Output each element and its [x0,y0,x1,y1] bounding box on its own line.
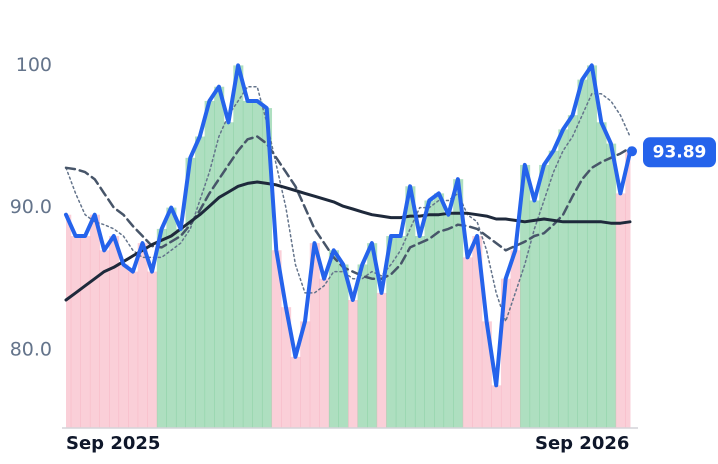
band-column [338,264,349,428]
band-column [434,193,445,428]
x-tick-label: Sep 2025 [66,433,160,454]
band-column [443,214,454,428]
last-point [627,146,637,157]
band-column [405,186,416,428]
band-column [290,356,301,428]
band-column [567,115,578,428]
band-column [118,264,129,428]
band-column [348,300,359,428]
band-column [281,307,292,428]
value-label: 93.89 [653,142,707,162]
series-line [64,135,632,280]
band-column [89,214,100,428]
band-column [548,150,559,429]
band-column [357,264,368,428]
band-column [99,250,110,428]
band-column [70,236,81,428]
band-column [606,143,617,428]
band-column [558,129,569,428]
line-layer [64,63,632,388]
band-column [128,271,139,428]
band-column [328,250,339,428]
band-column [271,250,282,428]
band-column [195,136,206,428]
series-line [64,63,632,388]
band-column [261,108,273,429]
band-column [185,157,196,428]
band-column [529,200,540,428]
band-column [156,228,167,428]
band-column [472,236,483,428]
band-column [175,228,186,428]
band-column [596,122,607,429]
band-column [109,236,120,428]
band-column [367,243,378,428]
band-column [223,122,234,429]
band-column [66,214,72,428]
band-column [319,278,330,428]
band-column [166,207,177,428]
band-column [510,250,521,428]
band-column [539,164,550,428]
y-tick-label: 100 [16,54,52,76]
y-tick-label: 80.0 [10,338,52,360]
value-badge [643,137,716,168]
band-column [252,100,263,428]
band-column [214,86,225,428]
band-column [137,243,148,428]
band-column [395,236,406,428]
band-column [300,321,311,428]
band-column [453,179,464,428]
band-column [577,79,588,429]
band-column [147,271,158,428]
band-column [309,243,320,428]
band-column [491,385,502,428]
band-column [481,321,492,428]
y-tick-label: 90.0 [10,196,52,218]
band-column [625,152,631,428]
band-column [520,164,531,428]
band-column [386,236,397,428]
band-column [204,100,215,428]
band-column [462,257,473,428]
band-column [424,200,435,428]
series-line [65,85,631,323]
band-column [80,236,91,428]
x-tick-label: Sep 2026 [535,433,629,454]
band-column [376,292,387,428]
band-column [586,65,598,429]
band-column [233,65,244,429]
band-layer [66,65,631,429]
band-column [414,236,425,428]
band-column [615,193,626,428]
band-column [242,100,253,428]
band-column [500,278,512,428]
